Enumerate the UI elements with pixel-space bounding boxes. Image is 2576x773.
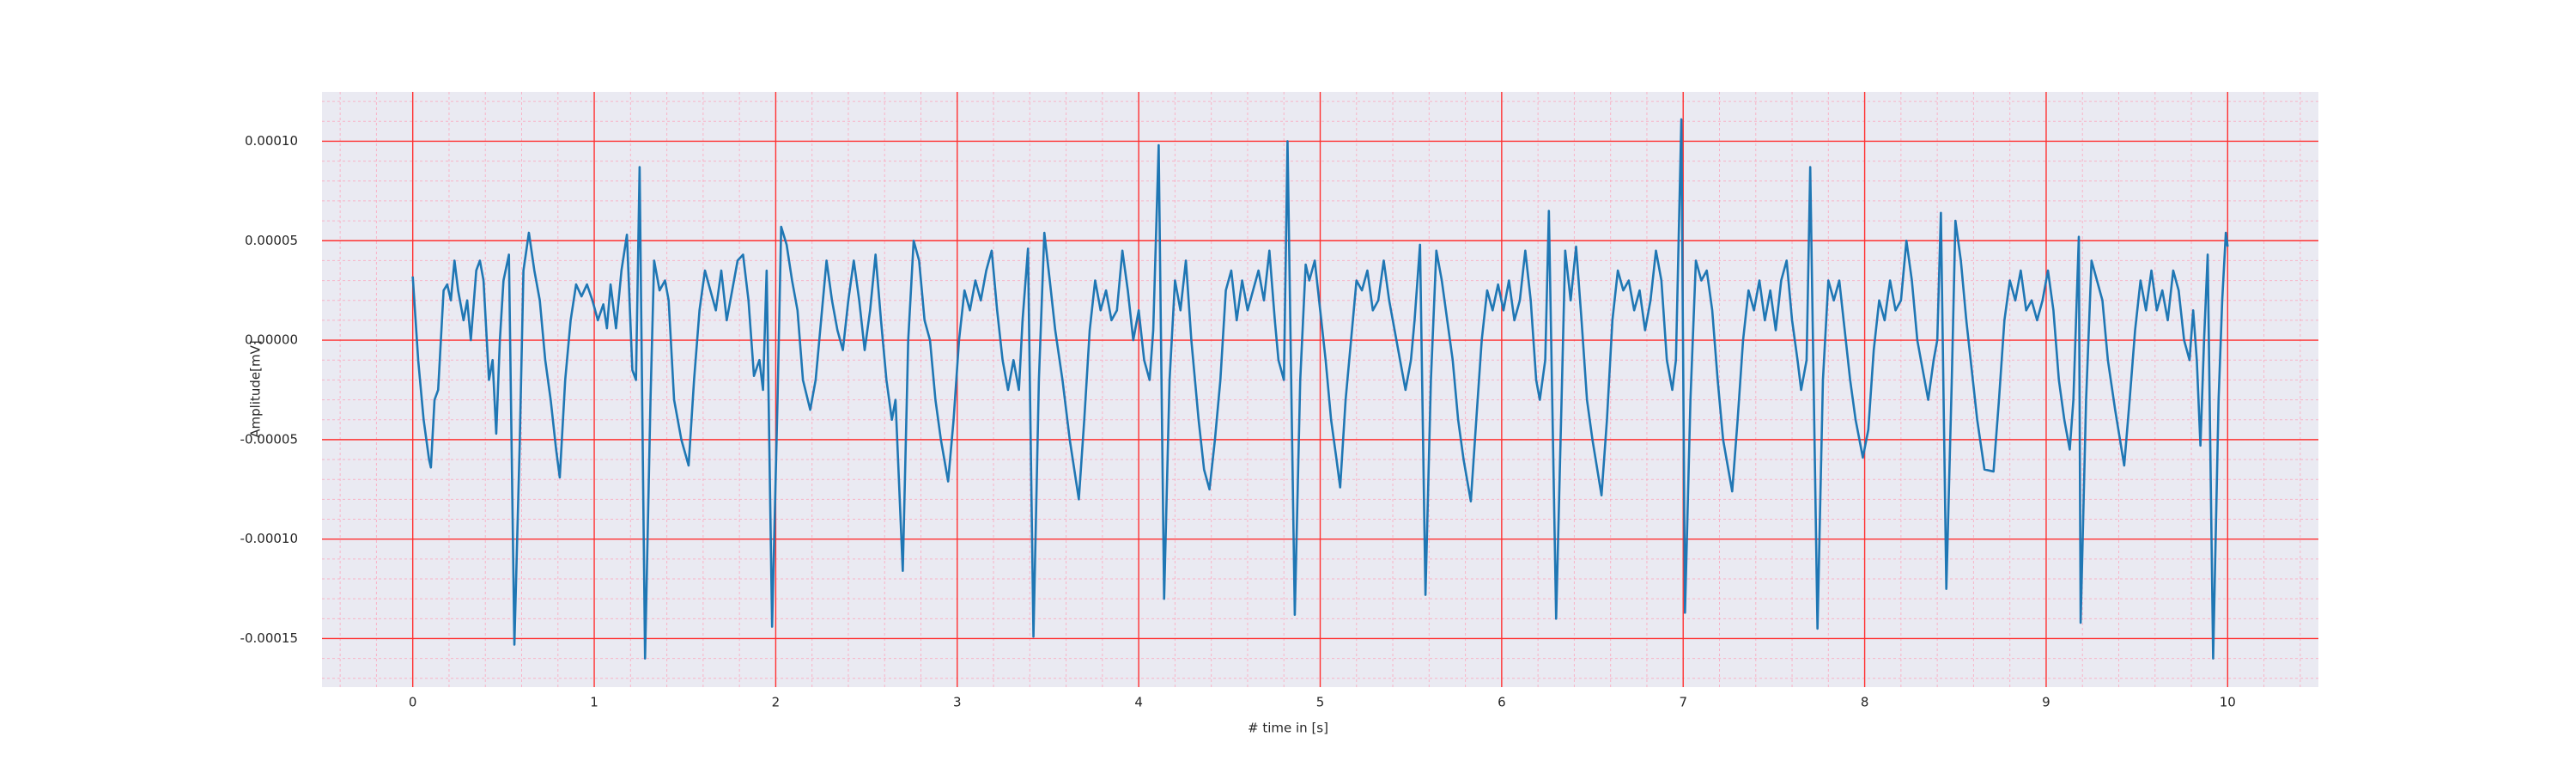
y-axis-label: Amplitude[mV] xyxy=(248,340,264,437)
x-tick-label: 4 xyxy=(1134,695,1143,710)
x-tick-label: 8 xyxy=(1861,695,1869,710)
x-tick-label: 3 xyxy=(953,695,962,710)
signal-line xyxy=(411,118,2229,660)
y-tick-label: 0.00010 xyxy=(245,133,298,149)
x-axis-label: # time in [s] xyxy=(1248,721,1328,736)
x-tick-label: 10 xyxy=(2220,695,2236,710)
y-tick-label: -0.00005 xyxy=(240,431,298,447)
y-tick-label: -0.00015 xyxy=(240,630,298,646)
x-tick-label: 7 xyxy=(1679,695,1687,710)
x-tick-label: 6 xyxy=(1498,695,1506,710)
y-tick-label: 0.00005 xyxy=(245,233,298,248)
x-tick-label: 5 xyxy=(1316,695,1325,710)
x-tick-label: 1 xyxy=(590,695,598,710)
y-tick-label: 0.00000 xyxy=(245,332,298,348)
x-tick-label: 9 xyxy=(2042,695,2050,710)
x-tick-label: 2 xyxy=(772,695,781,710)
x-tick-label: 0 xyxy=(409,695,417,710)
y-tick-label: -0.00010 xyxy=(240,531,298,546)
